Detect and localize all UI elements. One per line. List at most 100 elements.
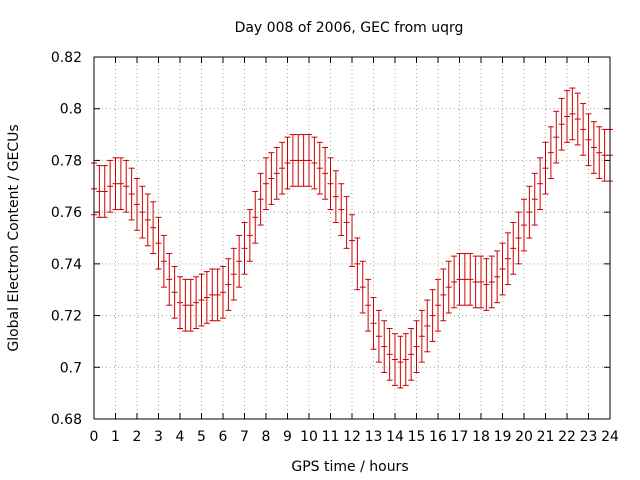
- x-tick-label: 15: [408, 429, 426, 445]
- error-bar: [553, 110, 560, 164]
- error-bar: [203, 271, 210, 324]
- error-bar: [182, 278, 189, 332]
- x-tick-label: 11: [322, 429, 340, 445]
- y-tick-label: 0.76: [51, 205, 82, 221]
- error-bar: [478, 255, 484, 309]
- error-bar: [101, 165, 108, 218]
- error-bar: [257, 172, 264, 226]
- chart-title: Day 008 of 2006, GEC from uqrg: [235, 20, 464, 36]
- x-tick-label: 4: [176, 429, 185, 445]
- error-bar: [338, 183, 345, 236]
- error-bar: [139, 185, 146, 239]
- x-tick-label: 14: [386, 429, 404, 445]
- error-bar: [144, 193, 151, 247]
- x-tick-label: 3: [154, 429, 163, 445]
- error-bar: [365, 278, 372, 332]
- error-bar: [537, 157, 544, 211]
- error-bar: [499, 242, 506, 296]
- error-bar: [521, 198, 527, 252]
- error-bar: [494, 250, 501, 304]
- error-bar: [435, 278, 441, 332]
- error-bar: [112, 157, 119, 211]
- error-bar: [193, 276, 200, 329]
- y-axis-label: Global Electron Content / GECUs: [6, 124, 22, 351]
- error-bar: [408, 328, 415, 381]
- error-bar: [596, 126, 603, 180]
- error-bar: [295, 134, 302, 187]
- error-bar: [397, 335, 404, 389]
- error-bar: [472, 255, 479, 309]
- error-bar: [117, 157, 124, 211]
- error-bar: [392, 333, 398, 386]
- error-bar: [547, 126, 554, 180]
- error-bar: [263, 157, 269, 211]
- x-tick-label: 9: [283, 429, 292, 445]
- error-bar: [230, 247, 237, 301]
- error-bar: [155, 216, 162, 270]
- error-bar: [171, 265, 178, 319]
- error-bar: [375, 309, 382, 363]
- error-bar: [284, 136, 291, 190]
- error-bar: [343, 196, 350, 249]
- error-bar: [322, 147, 329, 200]
- error-bar: [504, 232, 511, 286]
- error-bar: [128, 167, 135, 221]
- y-tick-labels: 0.68 0.7 0.72 0.74 0.76 0.78 0.8 0.82: [51, 50, 82, 428]
- error-bar: [402, 333, 409, 386]
- x-tick-label: 8: [262, 429, 271, 445]
- error-bar: [236, 234, 243, 288]
- error-bar: [429, 289, 436, 342]
- error-bar: [386, 328, 393, 381]
- error-bar: [214, 268, 221, 322]
- error-bar: [359, 260, 366, 314]
- x-tick-label: 2: [133, 429, 142, 445]
- y-tick-label: 0.82: [51, 50, 82, 66]
- x-tick-label: 23: [580, 429, 598, 445]
- gec-series: [91, 87, 613, 389]
- x-tick-label: 7: [240, 429, 249, 445]
- error-bar: [424, 299, 431, 353]
- error-bar: [327, 157, 334, 211]
- error-bar: [574, 92, 581, 146]
- error-bar: [542, 141, 549, 195]
- error-bar: [349, 214, 355, 267]
- error-bar: [300, 134, 307, 187]
- y-tick-label: 0.68: [51, 412, 82, 428]
- y-tick-label: 0.72: [51, 309, 82, 325]
- error-bar: [246, 209, 253, 262]
- error-bar: [252, 190, 259, 244]
- error-bar: [160, 234, 167, 288]
- x-tick-label: 18: [472, 429, 490, 445]
- x-tick-label: 12: [343, 429, 361, 445]
- error-bar: [418, 309, 425, 363]
- x-tick-label: 17: [451, 429, 469, 445]
- x-tick-label: 6: [219, 429, 228, 445]
- error-bar: [123, 159, 130, 213]
- error-bar: [289, 134, 296, 187]
- error-bar: [526, 185, 533, 239]
- error-bar: [241, 221, 248, 275]
- error-bar: [220, 265, 226, 319]
- error-bar: [488, 255, 495, 309]
- plot-frame: [93, 56, 611, 420]
- error-bar: [177, 276, 183, 329]
- x-tick-label: 22: [558, 429, 576, 445]
- x-tick-label: 19: [494, 429, 512, 445]
- error-bar: [585, 113, 592, 167]
- error-bar: [558, 97, 565, 151]
- axis-ticks: [93, 56, 611, 420]
- error-bar: [564, 90, 570, 143]
- error-bar: [198, 273, 205, 327]
- error-bar: [461, 253, 468, 306]
- error-bar: [316, 141, 323, 195]
- y-tick-label: 0.8: [60, 102, 82, 118]
- error-bar: [306, 134, 312, 187]
- x-tick-label: 5: [197, 429, 206, 445]
- error-bar: [134, 178, 140, 231]
- x-tick-label: 20: [515, 429, 533, 445]
- error-bar: [515, 211, 522, 265]
- error-bar: [381, 320, 388, 373]
- error-bar: [569, 87, 576, 141]
- error-bar: [273, 147, 280, 200]
